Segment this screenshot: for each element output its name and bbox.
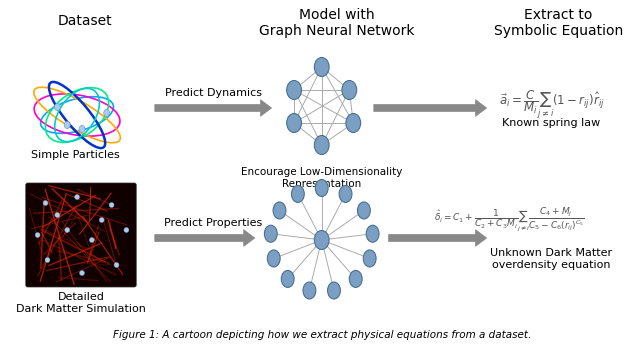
Ellipse shape bbox=[314, 230, 329, 249]
Text: Known spring law: Known spring law bbox=[502, 118, 601, 128]
Ellipse shape bbox=[264, 225, 277, 242]
Ellipse shape bbox=[281, 270, 294, 287]
Text: Detailed
Dark Matter Simulation: Detailed Dark Matter Simulation bbox=[16, 292, 146, 314]
Ellipse shape bbox=[45, 257, 50, 262]
Ellipse shape bbox=[104, 110, 109, 117]
Text: Predict Dynamics: Predict Dynamics bbox=[164, 88, 262, 98]
Ellipse shape bbox=[43, 201, 48, 205]
Ellipse shape bbox=[287, 81, 301, 100]
Ellipse shape bbox=[124, 228, 129, 232]
FancyBboxPatch shape bbox=[26, 183, 136, 287]
Ellipse shape bbox=[314, 135, 329, 154]
Ellipse shape bbox=[316, 179, 328, 196]
Ellipse shape bbox=[291, 185, 304, 202]
Text: Simple Particles: Simple Particles bbox=[31, 150, 120, 160]
Text: $\vec{a}_i = \dfrac{C}{M_i} \sum_{j \neq i} (1 - r_{ij})\hat{r}_{ij}$: $\vec{a}_i = \dfrac{C}{M_i} \sum_{j \neq… bbox=[499, 88, 604, 121]
Text: $\hat{\delta}_i = C_1 + \dfrac{1}{C_2+C_3 M_i} \sum_{j \neq i} \dfrac{C_4+M_j}{C: $\hat{\delta}_i = C_1 + \dfrac{1}{C_2+C_… bbox=[434, 205, 584, 233]
Ellipse shape bbox=[328, 282, 340, 299]
Ellipse shape bbox=[339, 185, 352, 202]
Ellipse shape bbox=[109, 203, 114, 208]
Ellipse shape bbox=[79, 271, 84, 276]
Text: Predict Properties: Predict Properties bbox=[164, 218, 262, 228]
Ellipse shape bbox=[273, 202, 286, 219]
Ellipse shape bbox=[35, 232, 40, 237]
Ellipse shape bbox=[364, 250, 376, 267]
Ellipse shape bbox=[55, 212, 60, 218]
Ellipse shape bbox=[54, 103, 60, 110]
Ellipse shape bbox=[342, 81, 356, 100]
Text: Figure 1: A cartoon depicting how we extract physical equations from a dataset.: Figure 1: A cartoon depicting how we ext… bbox=[113, 330, 531, 340]
Ellipse shape bbox=[346, 113, 361, 133]
Ellipse shape bbox=[75, 195, 79, 200]
Ellipse shape bbox=[90, 237, 94, 243]
Ellipse shape bbox=[314, 58, 329, 76]
Text: Encourage Low-Dimensionality
Representation: Encourage Low-Dimensionality Representat… bbox=[241, 167, 403, 189]
Ellipse shape bbox=[358, 202, 371, 219]
Ellipse shape bbox=[99, 218, 104, 222]
Ellipse shape bbox=[303, 282, 316, 299]
Ellipse shape bbox=[349, 270, 362, 287]
Text: Dataset: Dataset bbox=[58, 14, 112, 28]
Ellipse shape bbox=[268, 250, 280, 267]
Ellipse shape bbox=[64, 121, 70, 128]
Text: Unknown Dark Matter
overdensity equation: Unknown Dark Matter overdensity equation bbox=[490, 248, 612, 270]
Ellipse shape bbox=[114, 262, 119, 268]
Ellipse shape bbox=[287, 113, 301, 133]
Ellipse shape bbox=[79, 126, 85, 133]
Ellipse shape bbox=[366, 225, 379, 242]
Text: Model with
Graph Neural Network: Model with Graph Neural Network bbox=[259, 8, 414, 38]
Ellipse shape bbox=[65, 228, 70, 232]
Text: Extract to
Symbolic Equation: Extract to Symbolic Equation bbox=[494, 8, 623, 38]
